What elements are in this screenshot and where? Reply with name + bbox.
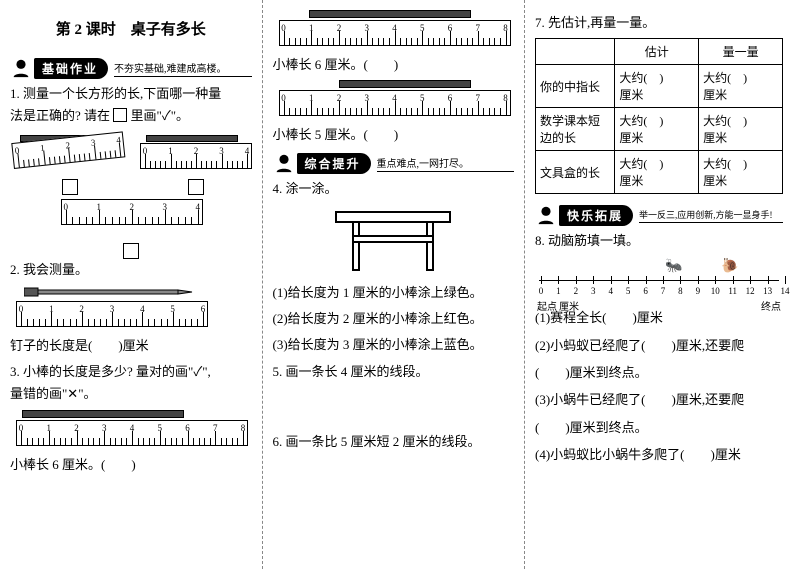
q6-label: 6. 画一条比 5 厘米短 2 厘米的线段。	[273, 431, 515, 453]
q4-label: 4. 涂一涂。	[273, 178, 515, 200]
column-3: 7. 先估计,再量一量。 估计 量一量 你的中指长 大约( )厘米 大约( )厘…	[525, 0, 793, 569]
q4-p2: (2)给长度为 2 厘米的小棒涂上红色。	[273, 308, 515, 330]
section-label: 快乐拓展	[559, 205, 633, 226]
q1: 1. 测量一个长方形的长,下面哪一种量 法是正确的? 请在 里画"✓"。	[10, 83, 252, 127]
column-1: 第 2 课时 桌子有多长 基础作业 不夯实基础,难建成高楼。 1. 测量一个长方…	[0, 0, 263, 569]
q1-checkbox[interactable]	[113, 108, 127, 122]
q4-p3: (3)给长度为 3 厘米的小棒涂上蓝色。	[273, 334, 515, 356]
q1-ruler-c: 01234	[61, 199, 201, 255]
q7-r1-e: 大约( )厘米	[615, 108, 699, 151]
start-label: 起点	[537, 298, 557, 313]
table-row: 估计 量一量	[536, 39, 783, 65]
section-tail: 举一反三,应用创新,方能一显身手!	[639, 208, 783, 223]
q7-r0-m: 大约( )厘米	[699, 65, 783, 108]
q1-ruler-a: 01234	[14, 135, 124, 185]
table-row: 数学课本短边的长 大约( )厘米 大约( )厘米	[536, 108, 783, 151]
q4-p1: (1)给长度为 1 厘米的小棒涂上绿色。	[273, 282, 515, 304]
q7-r0-n: 你的中指长	[536, 65, 615, 108]
q7-h2: 估计	[615, 39, 699, 65]
q3-l2: 量错的画"✕"。	[10, 386, 97, 401]
end-label: 终点	[761, 298, 781, 313]
column-2: 012345678 小棒长 6 厘米。( ) 012345678 小棒长 5 厘…	[263, 0, 526, 569]
q5-label: 5. 画一条长 4 厘米的线段。	[273, 361, 515, 383]
q3-c: 小棒长 5 厘米。( )	[273, 124, 515, 146]
page-title: 第 2 课时 桌子有多长	[10, 18, 252, 39]
q7-r2-e: 大约( )厘米	[615, 151, 699, 194]
q8-p3b: ( )厘米到终点。	[535, 416, 783, 439]
q7-r2-n: 文具盒的长	[536, 151, 615, 194]
ant-icon: 🐜	[665, 258, 682, 275]
q1-ruler-b: 01234	[140, 135, 250, 185]
q3-fig-c: 012345678	[279, 80, 509, 120]
section-label: 综合提升	[297, 153, 371, 174]
q3-fig-b: 012345678	[279, 10, 509, 50]
q7-h3: 量一量	[699, 39, 783, 65]
section-comp: 综合提升 重点难点,一网打尽。	[273, 152, 515, 174]
q3-a: 小棒长 6 厘米。( )	[10, 454, 252, 476]
section-basic: 基础作业 不夯实基础,难建成高楼。	[10, 57, 252, 79]
q8-p2a: (2)小蚂蚁已经爬了( )厘米,还要爬	[535, 334, 783, 357]
q8-label: 8. 动脑筋填一填。	[535, 230, 783, 252]
section-ext: 快乐拓展 举一反三,应用创新,方能一显身手!	[535, 204, 783, 226]
q7-r1-m: 大约( )厘米	[699, 108, 783, 151]
section-label: 基础作业	[34, 58, 108, 79]
mascot-icon	[273, 152, 295, 174]
section-tail: 不夯实基础,难建成高楼。	[114, 60, 251, 77]
unit-label: 厘米	[559, 298, 579, 313]
mascot-icon	[10, 57, 32, 79]
table-row: 你的中指长 大约( )厘米 大约( )厘米	[536, 65, 783, 108]
q8-p3a: (3)小蜗牛已经爬了( )厘米,还要爬	[535, 388, 783, 411]
q2-result: 钉子的长度是( )厘米	[10, 335, 252, 357]
q3: 3. 小棒的长度是多少? 量对的画"✓", 量错的画"✕"。	[10, 361, 252, 405]
mascot-icon	[535, 204, 557, 226]
q8-numberline: 🐜 🐌 起点 厘米 终点 01234567891011121314	[535, 258, 783, 302]
q1-text2: 法是正确的? 请在	[10, 108, 110, 123]
q7-r2-m: 大约( )厘米	[699, 151, 783, 194]
q2-figure: 0123456	[16, 285, 206, 331]
q7-table: 估计 量一量 你的中指长 大约( )厘米 大约( )厘米 数学课本短边的长 大约…	[535, 38, 783, 194]
q7-r0-e: 大约( )厘米	[615, 65, 699, 108]
section-tail: 重点难点,一网打尽。	[377, 155, 514, 172]
desk-icon	[328, 206, 458, 276]
q2-label: 2. 我会测量。	[10, 259, 252, 281]
q7-h1	[536, 39, 615, 65]
snail-icon: 🐌	[721, 258, 738, 275]
q7-label: 7. 先估计,再量一量。	[535, 12, 783, 34]
q1-text1: 1. 测量一个长方形的长,下面哪一种量	[10, 86, 221, 101]
table-row: 文具盒的长 大约( )厘米 大约( )厘米	[536, 151, 783, 194]
worksheet-page: 第 2 课时 桌子有多长 基础作业 不夯实基础,难建成高楼。 1. 测量一个长方…	[0, 0, 793, 569]
q8-p4: (4)小蚂蚁比小蜗牛多爬了( )厘米	[535, 443, 783, 466]
q3-l1: 3. 小棒的长度是多少? 量对的画"✓",	[10, 364, 211, 379]
q3-b: 小棒长 6 厘米。( )	[273, 54, 515, 76]
q7-r1-n: 数学课本短边的长	[536, 108, 615, 151]
q8-p2b: ( )厘米到终点。	[535, 361, 783, 384]
q1-rulers-row: 01234 01234	[14, 135, 252, 185]
nail-icon	[24, 285, 194, 299]
q1-text3: 里画"✓"。	[131, 108, 190, 123]
q3-fig-a: 012345678	[16, 410, 246, 450]
